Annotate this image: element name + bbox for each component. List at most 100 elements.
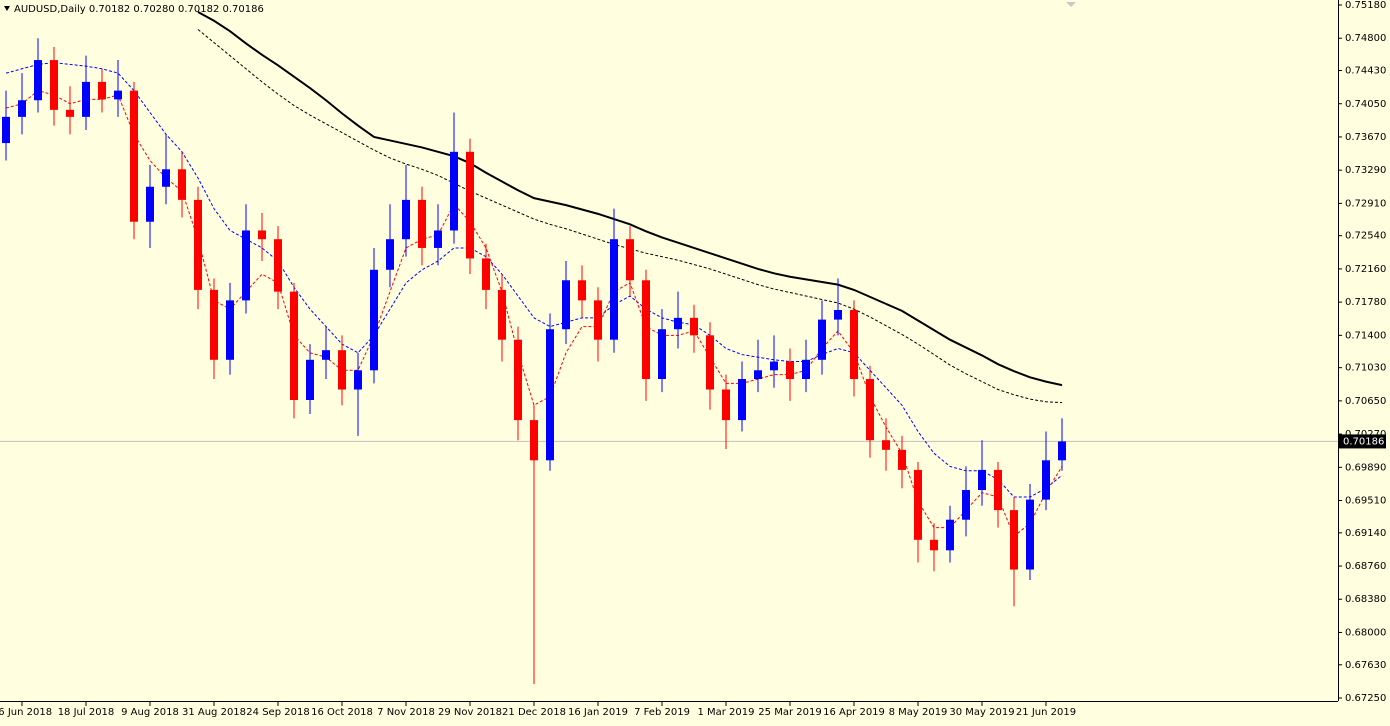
- header-arrow: [4, 6, 10, 11]
- candle-body: [866, 379, 874, 441]
- candle-body: [562, 280, 570, 330]
- candle-body: [962, 490, 970, 520]
- y-tick-label: 0.71030: [1345, 363, 1386, 374]
- candle-body: [386, 239, 394, 270]
- candle-body: [34, 60, 42, 101]
- candle-body: [658, 329, 666, 380]
- candle-body: [802, 359, 810, 380]
- candle-body: [978, 469, 986, 491]
- candle-body: [690, 317, 698, 336]
- x-tick-label: 31 Aug 2018: [182, 707, 246, 718]
- candle-body: [722, 389, 730, 421]
- candle-body: [754, 370, 762, 380]
- candle-body: [498, 289, 506, 340]
- x-tick-label: 21 Jun 2019: [1016, 707, 1076, 718]
- candle-body: [466, 151, 474, 259]
- candle-body: [1058, 441, 1066, 461]
- candle-body: [818, 319, 826, 360]
- candle-body: [530, 420, 538, 461]
- candle-body: [514, 339, 522, 421]
- x-tick-label: 21 Dec 2018: [502, 707, 566, 718]
- candle-body: [786, 361, 794, 380]
- y-tick-label: 0.71780: [1345, 297, 1386, 308]
- candle-body: [610, 239, 618, 340]
- candle-body: [178, 169, 186, 200]
- y-tick-label: 0.69510: [1345, 495, 1386, 506]
- x-tick-label: 18 Jul 2018: [58, 707, 115, 718]
- candle-body: [82, 81, 90, 117]
- moving-average-line: [197, 11, 1063, 387]
- candle-body: [114, 90, 122, 100]
- candle-body: [834, 309, 842, 320]
- candle-body: [162, 169, 170, 187]
- candle-body: [226, 300, 234, 360]
- candle-body: [594, 300, 602, 340]
- candle-body: [418, 199, 426, 248]
- candle-body: [354, 370, 362, 390]
- candle-body: [434, 230, 442, 248]
- y-tick-label: 0.72160: [1345, 264, 1386, 275]
- candle-body: [194, 199, 202, 290]
- x-tick-label: 16 Jan 2019: [568, 707, 628, 718]
- candle-body: [882, 440, 890, 450]
- x-tick-label: 8 May 2019: [889, 707, 948, 718]
- candle-body: [738, 379, 746, 421]
- chart-title: AUDUSD,Daily 0.70182 0.70280 0.70182 0.7…: [14, 4, 264, 15]
- candle-body: [370, 269, 378, 371]
- y-tick-label: 0.73290: [1345, 165, 1386, 176]
- y-tick-label: 0.74800: [1345, 33, 1386, 44]
- candle-body: [66, 109, 74, 117]
- y-tick-label: 0.72540: [1345, 231, 1386, 242]
- y-tick-label: 0.70650: [1345, 396, 1386, 407]
- candle-body: [98, 81, 106, 100]
- last-price-label: 0.70186: [1343, 436, 1384, 447]
- candle-body: [338, 350, 346, 390]
- candle-body: [642, 280, 650, 380]
- candle-body: [946, 519, 954, 551]
- x-tick-label: 24 Sep 2018: [246, 707, 309, 718]
- y-tick-label: 0.68760: [1345, 561, 1386, 572]
- y-tick-label: 0.74430: [1345, 66, 1386, 77]
- y-tick-label: 0.67250: [1345, 693, 1386, 704]
- candle-body: [50, 60, 58, 110]
- candle-body: [914, 469, 922, 540]
- scroll-marker: [1066, 2, 1076, 7]
- y-tick-label: 0.74050: [1345, 99, 1386, 110]
- candle-body: [450, 151, 458, 231]
- candle-body: [322, 350, 330, 360]
- candle-body: [578, 280, 586, 301]
- candle-body: [626, 239, 634, 281]
- candle-body: [130, 90, 138, 222]
- y-tick-label: 0.67630: [1345, 660, 1386, 671]
- x-tick-label: 1 Mar 2019: [697, 707, 754, 718]
- candle-body: [242, 230, 250, 301]
- candle-body: [706, 335, 714, 390]
- candle-body: [2, 116, 10, 144]
- x-tick-label: 7 Feb 2019: [634, 707, 690, 718]
- y-tick-label: 0.69890: [1345, 462, 1386, 473]
- x-tick-label: 16 Apr 2019: [823, 707, 885, 718]
- candle-body: [1010, 510, 1018, 570]
- candle-body: [18, 100, 26, 117]
- candle-body: [258, 230, 266, 240]
- candle-body: [1042, 460, 1050, 500]
- y-tick-label: 0.68000: [1345, 627, 1386, 638]
- candle-body: [1026, 499, 1034, 570]
- candle-body: [274, 239, 282, 292]
- x-tick-label: 9 Aug 2018: [121, 707, 179, 718]
- candle-body: [306, 359, 314, 401]
- x-tick-label: 26 Jun 2018: [0, 707, 52, 718]
- candle-body: [930, 539, 938, 551]
- candle-body: [850, 309, 858, 380]
- x-tick-label: 16 Oct 2018: [311, 707, 373, 718]
- x-tick-label: 30 May 2019: [949, 707, 1014, 718]
- candle-body: [546, 329, 554, 461]
- x-tick-label: 25 Mar 2019: [758, 707, 821, 718]
- candle-body: [770, 361, 778, 371]
- moving-average-line: [197, 29, 1063, 404]
- y-tick-label: 0.73670: [1345, 132, 1386, 143]
- y-tick-label: 0.71400: [1345, 330, 1386, 341]
